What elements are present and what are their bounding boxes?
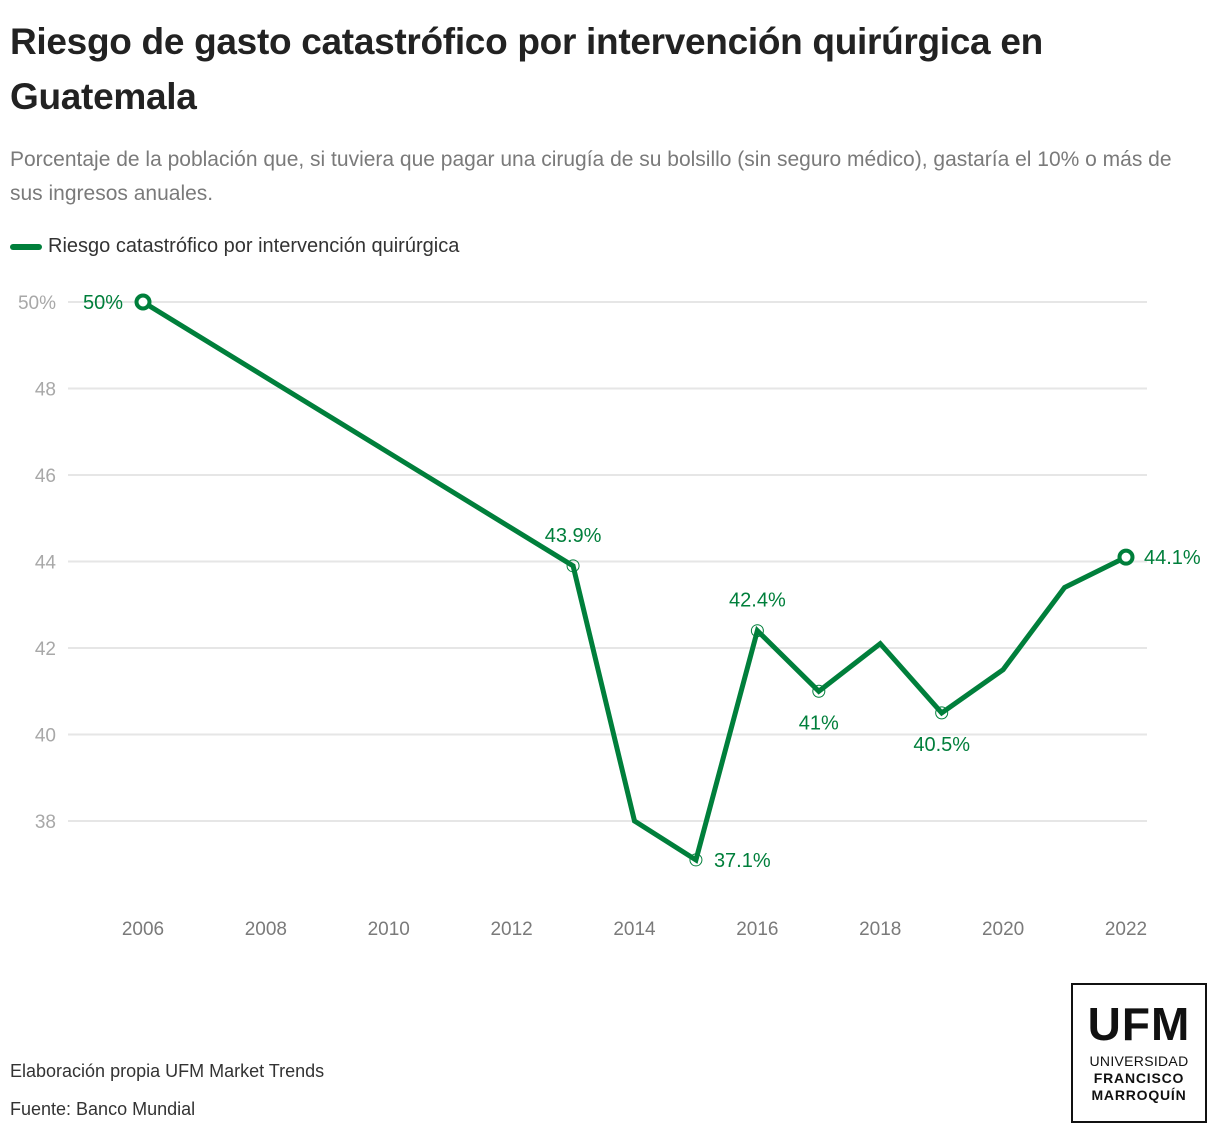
data-label: 37.1% xyxy=(714,850,771,872)
endpoint-marker xyxy=(1117,548,1135,566)
x-tick-label: 2022 xyxy=(1105,919,1147,940)
data-label: 43.9% xyxy=(545,525,602,547)
gridlines xyxy=(68,301,1147,822)
logo-line-2: FRANCISCO xyxy=(1093,1070,1185,1086)
chart-subtitle: Porcentaje de la población que, si tuvie… xyxy=(10,148,1172,205)
x-tick-label: 2016 xyxy=(736,919,778,940)
legend-label: Riesgo catastrófico por intervención qui… xyxy=(48,235,460,257)
series xyxy=(141,299,1128,864)
point-marker xyxy=(566,559,580,573)
ufm-logo: UFM UNIVERSIDAD FRANCISCO MARROQUÍN xyxy=(1071,983,1207,1123)
source-note: Fuente: Banco Mundial xyxy=(10,1099,196,1119)
x-tick-label: 2014 xyxy=(613,919,656,940)
data-label: 44.1% xyxy=(1144,547,1201,569)
data-label: 40.5% xyxy=(913,734,970,756)
data-labels: 50% 43.9% 37.1% 42.4% 41% 40.5% 44.1% xyxy=(83,292,1201,872)
data-label: 41% xyxy=(799,712,839,734)
y-tick-label: 38 xyxy=(35,812,56,833)
logo-acronym: UFM xyxy=(1087,998,1191,1050)
point-marker xyxy=(750,624,764,638)
endpoint-marker xyxy=(134,293,152,311)
point-marker xyxy=(812,684,826,698)
y-tick-label: 40 xyxy=(35,726,56,747)
chart-title: Riesgo de gasto catastrófico por interve… xyxy=(10,21,1043,117)
y-tick-label: 48 xyxy=(35,380,56,401)
data-label: 42.4% xyxy=(729,590,786,612)
y-tick-label: 50% xyxy=(18,293,56,314)
x-tick-label: 2010 xyxy=(368,919,410,940)
x-tick-label: 2020 xyxy=(982,919,1024,940)
point-marker xyxy=(689,853,703,867)
y-tick-label: 42 xyxy=(35,639,56,660)
data-label: 50% xyxy=(83,292,123,314)
legend-swatch xyxy=(10,243,42,250)
x-tick-label: 2012 xyxy=(490,919,532,940)
legend: Riesgo catastrófico por intervención qui… xyxy=(10,235,459,258)
line-chart: 38 40 42 44 46 48 50% 2006 2008 2010 2012 2014 2016… xyxy=(18,292,1201,940)
series-line xyxy=(141,299,1128,864)
x-axis: 2006 2008 2010 2012 2014 2016 2018 2020 2022 xyxy=(122,919,1147,940)
y-axis: 38 40 42 44 46 48 50% xyxy=(18,293,56,833)
logo-line-1: UNIVERSIDAD xyxy=(1089,1053,1189,1069)
point-marker xyxy=(935,706,949,720)
x-tick-label: 2018 xyxy=(859,919,901,940)
y-tick-label: 44 xyxy=(35,553,57,574)
x-tick-label: 2006 xyxy=(122,919,164,940)
y-tick-label: 46 xyxy=(35,466,56,487)
markers xyxy=(134,293,1135,867)
logo-line-3: MARROQUÍN xyxy=(1091,1087,1187,1103)
credit-note: Elaboración propia UFM Market Trends xyxy=(10,1061,325,1081)
x-tick-label: 2008 xyxy=(245,919,287,940)
